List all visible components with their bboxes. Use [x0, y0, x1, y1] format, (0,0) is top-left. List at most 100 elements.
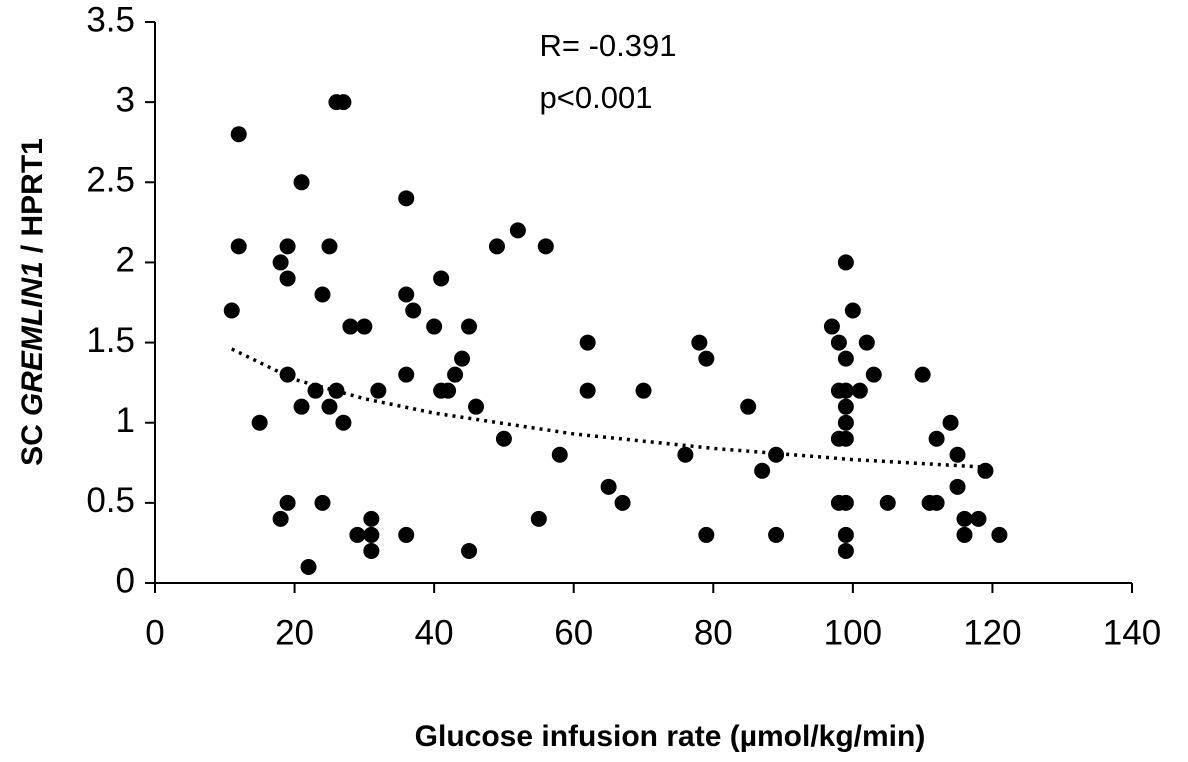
x-tick-label: 0 [145, 613, 164, 652]
y-tick-label: 3 [116, 80, 135, 119]
point [837, 526, 854, 543]
y-tick-label: 1.5 [86, 321, 135, 360]
point [858, 334, 875, 351]
point [956, 510, 973, 527]
point [851, 382, 868, 399]
y-tick-label: 3.5 [86, 0, 135, 39]
x-axis-label: Glucose infusion rate (µmol/kg/min) [415, 720, 926, 753]
point [691, 334, 708, 351]
point [977, 462, 994, 479]
x-tick-label: 20 [275, 613, 314, 652]
point [349, 526, 366, 543]
point [251, 414, 268, 431]
point [928, 430, 945, 447]
point [949, 478, 966, 495]
point [307, 382, 324, 399]
point [342, 318, 359, 335]
point [837, 430, 854, 447]
point [363, 542, 380, 559]
y-tick-label: 2 [116, 241, 135, 280]
x-tick-label: 40 [415, 613, 454, 652]
point [356, 318, 373, 335]
point [426, 318, 443, 335]
point [844, 302, 861, 319]
point [440, 382, 457, 399]
y-tick-label: 0 [116, 561, 135, 600]
point [363, 526, 380, 543]
point [433, 270, 450, 287]
point [579, 382, 596, 399]
point [335, 414, 352, 431]
point [837, 350, 854, 367]
point [321, 398, 338, 415]
point [614, 494, 631, 511]
point [837, 254, 854, 271]
point [461, 542, 478, 559]
point [370, 382, 387, 399]
annotation: p<0.001 [540, 80, 653, 115]
point [398, 366, 415, 383]
point [398, 190, 415, 207]
point [461, 318, 478, 335]
point [363, 510, 380, 527]
x-tick-label: 120 [963, 613, 1021, 652]
point [754, 462, 771, 479]
point [300, 558, 317, 575]
point [837, 494, 854, 511]
x-tick-label: 140 [1103, 613, 1161, 652]
point [530, 510, 547, 527]
y-tick-label: 0.5 [86, 481, 135, 520]
point [551, 446, 568, 463]
x-tick-label: 100 [824, 613, 882, 652]
point [837, 382, 854, 399]
point [509, 222, 526, 239]
point [230, 238, 247, 255]
point [600, 478, 617, 495]
point [914, 366, 931, 383]
point [837, 398, 854, 415]
point [272, 510, 289, 527]
y-label-part: / HPRT1 [16, 138, 49, 253]
point [314, 494, 331, 511]
point [314, 286, 331, 303]
y-tick-label: 1 [116, 401, 135, 440]
point [293, 398, 310, 415]
point [837, 542, 854, 559]
point [537, 238, 554, 255]
point [328, 382, 345, 399]
point [279, 366, 296, 383]
point [495, 430, 512, 447]
point [279, 270, 296, 287]
point [956, 526, 973, 543]
point [321, 238, 338, 255]
point [405, 302, 422, 319]
point [942, 414, 959, 431]
point [293, 174, 310, 191]
point [223, 302, 240, 319]
point [768, 526, 785, 543]
point [837, 414, 854, 431]
point [949, 446, 966, 463]
trend-line [231, 347, 993, 470]
point [830, 334, 847, 351]
point [991, 526, 1008, 543]
point [279, 494, 296, 511]
point [635, 382, 652, 399]
point [335, 94, 352, 111]
y-axis-label: SC GREMLIN1 / HPRT1 [16, 138, 49, 466]
point [488, 238, 505, 255]
point [447, 366, 464, 383]
x-tick-label: 60 [554, 613, 593, 652]
point [398, 526, 415, 543]
y-label-part: GREMLIN1 [16, 261, 49, 416]
point [677, 446, 694, 463]
point [398, 286, 415, 303]
point [279, 238, 296, 255]
y-label-part: SC [16, 424, 49, 466]
point [879, 494, 896, 511]
annotation: R= -0.391 [539, 28, 676, 63]
point [272, 254, 289, 271]
x-tick-label: 80 [694, 613, 733, 652]
point [823, 318, 840, 335]
